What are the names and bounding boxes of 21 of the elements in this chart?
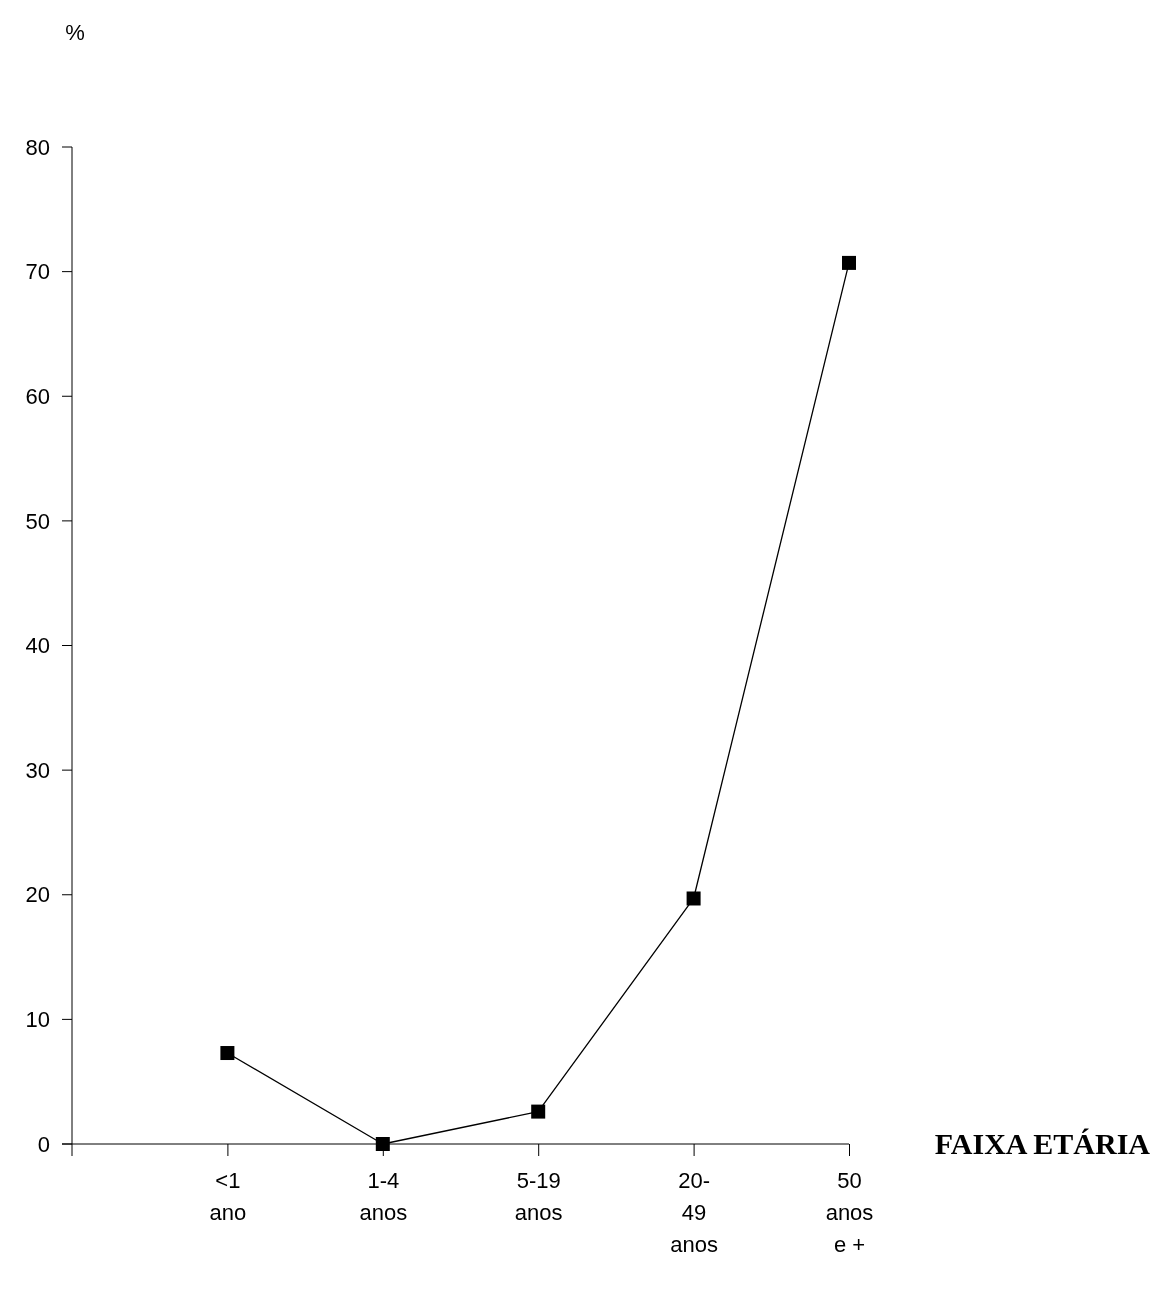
y-tick-label: 10 xyxy=(25,1007,50,1033)
point xyxy=(375,1137,390,1151)
y-tick-label: 80 xyxy=(25,134,50,160)
x-tick-label: <1 ano xyxy=(209,1168,247,1225)
y-tick-label: 60 xyxy=(25,383,50,409)
point xyxy=(842,255,856,270)
point xyxy=(686,891,701,906)
x-tick-label: 1-4 anos xyxy=(359,1168,408,1225)
point xyxy=(220,1046,235,1061)
point xyxy=(531,1104,546,1119)
y-tick-label: 40 xyxy=(25,633,50,659)
x-tick-label: 50 anos e + xyxy=(825,1168,874,1257)
y-tick-label: 30 xyxy=(25,757,50,783)
x-tick-label: 20-49 anos xyxy=(670,1168,718,1257)
y-tick-label: 50 xyxy=(25,508,50,534)
y-tick-label: 0 xyxy=(37,1131,50,1157)
y-tick-label: 20 xyxy=(25,882,50,908)
y-axis-title: % xyxy=(65,20,85,45)
x-tick-label: 5-19 anos xyxy=(514,1168,563,1225)
x-axis-title: FAIXA ETÁRIA xyxy=(934,1127,1151,1160)
y-tick-label: 70 xyxy=(25,259,50,285)
